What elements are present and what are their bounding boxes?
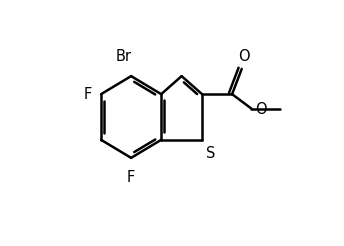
Text: O: O — [238, 49, 250, 64]
Text: F: F — [83, 87, 92, 102]
Text: O: O — [255, 102, 267, 117]
Text: Br: Br — [116, 49, 132, 64]
Text: S: S — [206, 146, 215, 161]
Text: F: F — [127, 170, 135, 185]
